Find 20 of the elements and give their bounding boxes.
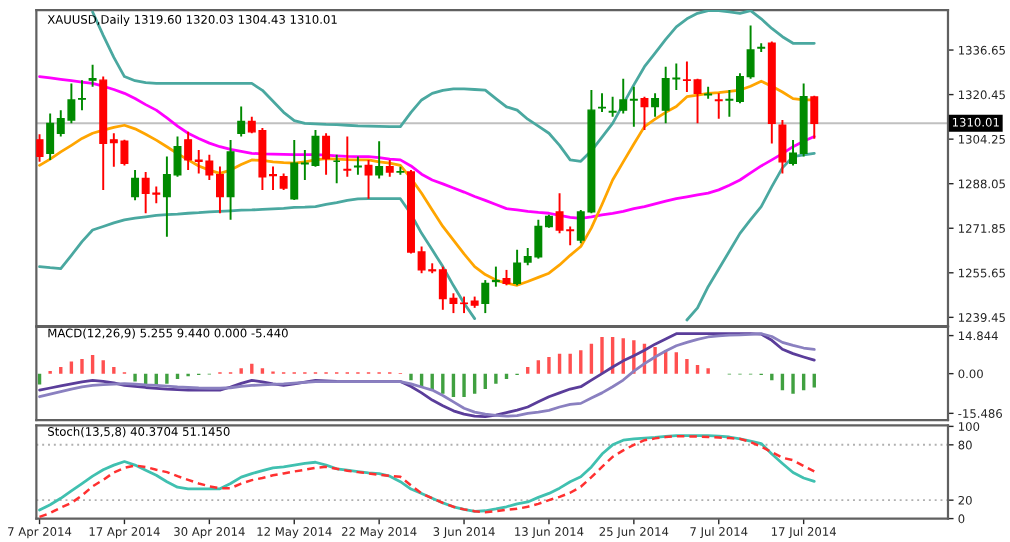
candlestick <box>491 265 500 288</box>
candlestick <box>36 133 44 163</box>
candlestick <box>88 63 97 88</box>
line-series <box>38 332 816 419</box>
candlestick <box>237 105 246 138</box>
candlestick <box>226 139 235 221</box>
candlestick <box>714 92 723 120</box>
line-series <box>38 79 816 287</box>
candlestick <box>364 158 373 200</box>
candlestick <box>608 95 617 118</box>
candlestick <box>343 135 352 178</box>
candlestick <box>640 95 649 131</box>
candlestick <box>131 169 140 202</box>
candlestick <box>778 119 787 175</box>
candlestick <box>810 94 819 140</box>
candlestick <box>322 132 331 176</box>
candlestick <box>375 140 384 180</box>
candlestick <box>513 248 522 287</box>
candlestick <box>481 279 490 315</box>
candlestick <box>598 92 606 114</box>
